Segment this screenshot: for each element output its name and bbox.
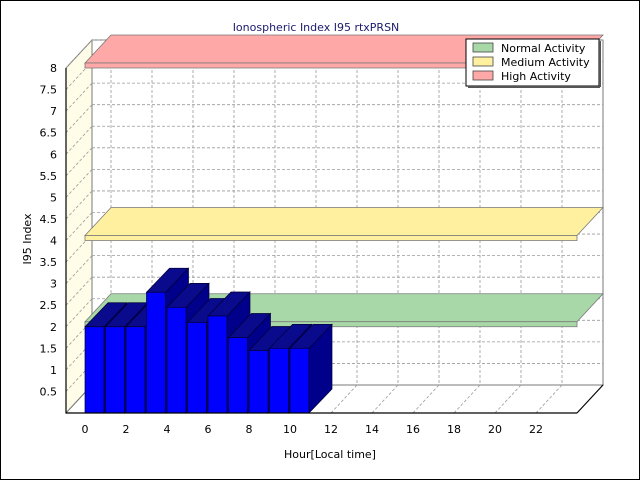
y-gridline-side (65, 39, 93, 69)
x-tick-label: 18 (447, 423, 461, 436)
y-tick-label: 6.5 (40, 127, 58, 140)
y-gridline-side (65, 190, 93, 220)
legend-swatch-medium (472, 56, 494, 67)
legend-label-normal: Normal Activity (501, 42, 586, 55)
bar (84, 326, 105, 414)
bar (269, 347, 289, 414)
legend-label-medium: Medium Activity (501, 56, 590, 69)
x-tick-label: 16 (406, 423, 420, 436)
legend-swatch-normal (472, 42, 494, 53)
floor-edge (576, 384, 604, 414)
y-gridline-side (65, 255, 93, 284)
y-gridline-side (65, 212, 93, 241)
x-gridline-floor (494, 384, 522, 414)
x-tick-label: 4 (164, 423, 171, 436)
y-tick-label: 5.5 (40, 170, 58, 183)
y-tick-label: 6 (50, 148, 57, 161)
chart-title: Ionospheric Index I95 rtxPRSN (233, 21, 400, 34)
bar (207, 315, 228, 414)
x-gridline-floor (453, 384, 481, 414)
x-gridline-floor (371, 384, 399, 414)
bar (228, 337, 248, 414)
legend-label-high: High Activity (501, 70, 571, 83)
bar (125, 326, 146, 414)
y-gridline-side (65, 298, 93, 328)
bar (105, 326, 125, 414)
y-axis-title: I95 Index (21, 213, 34, 265)
x-tick-label: 0 (82, 423, 89, 436)
chart-axes (65, 68, 604, 414)
y-tick-label: 3.5 (40, 256, 58, 269)
y-tick-label: 1 (50, 364, 57, 377)
bar (289, 347, 310, 414)
y-tick-label: 2.5 (40, 299, 58, 312)
x-gridline-floor (330, 384, 358, 414)
x-tick-label: 6 (205, 423, 212, 436)
x-tick-label: 20 (488, 423, 502, 436)
x-tick-label: 22 (529, 423, 543, 436)
y-gridline-side (65, 125, 93, 155)
y-gridline-side (65, 276, 93, 306)
y-tick-label: 0.5 (40, 385, 58, 398)
bar-series (84, 267, 333, 414)
x-tick-label: 10 (283, 423, 297, 436)
y-tick-label: 3 (50, 278, 57, 291)
y-gridline-side (65, 147, 93, 177)
x-tick-label: 14 (365, 423, 379, 436)
chart-legend: Normal Activity Medium Activity High Act… (465, 38, 601, 88)
bar (248, 350, 269, 414)
y-tick-label: 8 (50, 62, 57, 75)
y-gridline-side (65, 82, 93, 112)
y-tick-label: 1.5 (40, 342, 58, 355)
legend-swatch-high (472, 70, 494, 81)
x-tick-labels: 0 2 4 6 8 10 12 14 16 18 20 22 (82, 423, 544, 436)
x-tick-label: 12 (324, 423, 338, 436)
x-axis-title: Hour[Local time] (284, 448, 376, 461)
x-gridline-floor (535, 384, 563, 414)
y-tick-label: 7 (50, 105, 57, 118)
band-top (84, 207, 604, 236)
y-tick-label: 2 (50, 321, 57, 334)
bar (146, 291, 166, 414)
x-tick-label: 8 (246, 423, 253, 436)
y-tick-label: 5 (50, 191, 57, 204)
x-gridline-floor (412, 384, 440, 414)
bar (187, 322, 207, 414)
y-tick-label: 4.5 (40, 213, 58, 226)
y-tick-label: 4 (50, 235, 57, 248)
x-tick-label: 2 (123, 423, 130, 436)
y-tick-label: 7.5 (40, 84, 58, 97)
y-gridline-side (65, 169, 93, 198)
band-front (84, 235, 578, 241)
y-tick-labels: 0.5 1 1.5 2 2.5 3 3.5 4 4.5 5 5.5 6 6.5 7 7.5 8 (40, 62, 58, 398)
y-gridline-side (65, 104, 93, 133)
bar (166, 306, 187, 414)
